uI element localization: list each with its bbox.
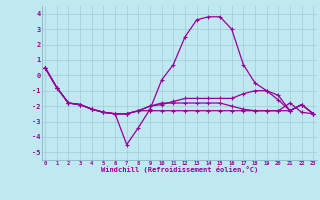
X-axis label: Windchill (Refroidissement éolien,°C): Windchill (Refroidissement éolien,°C): [100, 166, 258, 173]
